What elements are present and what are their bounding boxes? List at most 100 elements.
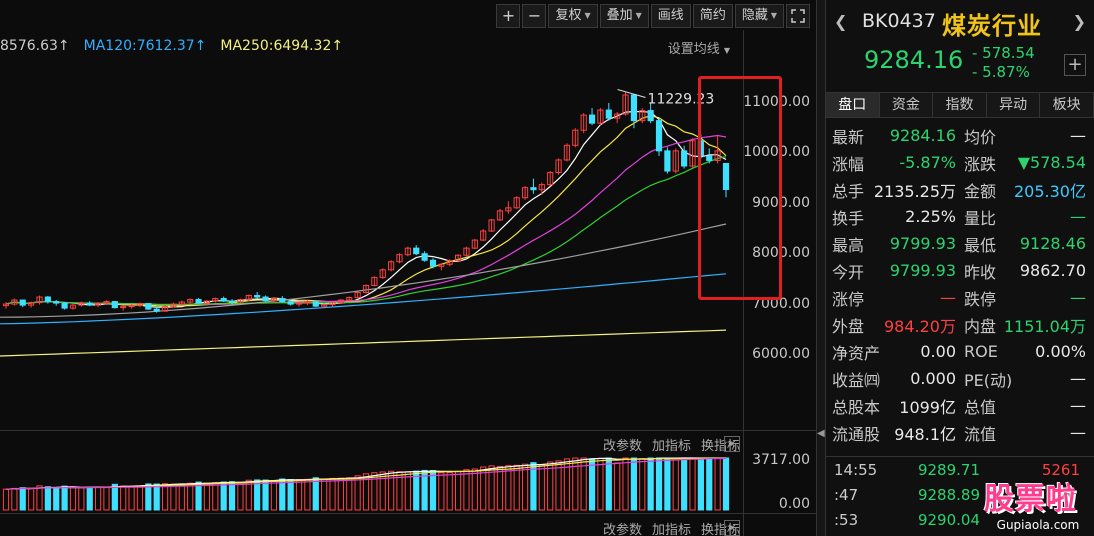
volume-bar <box>639 458 646 511</box>
switch-indicator-button[interactable]: 换指标 <box>700 439 740 454</box>
quote-value: — <box>1070 207 1086 226</box>
tab-pankou[interactable]: 盘口 <box>826 93 880 117</box>
candle-body <box>262 296 269 302</box>
volume-bar <box>605 457 612 511</box>
volume-bar <box>262 479 269 511</box>
hide-dropdown[interactable]: 隐藏 ▼ <box>734 4 784 28</box>
candle-body <box>396 254 403 263</box>
quote-row: 最高 9799.93 最低 9128.46 <box>826 230 1094 257</box>
tick-time: 14:55 <box>834 460 878 479</box>
volume-bar <box>11 487 18 511</box>
zoom-out-button[interactable]: − <box>522 4 547 28</box>
candle-body <box>94 302 102 306</box>
tab-zijin[interactable]: 资金 <box>879 93 934 117</box>
caret-down-icon: ▼ <box>723 46 730 55</box>
volume-bar <box>212 482 219 511</box>
candle-body <box>371 276 378 286</box>
tick-row: :53 9290.04 <box>826 507 1094 532</box>
volume-bar <box>421 469 428 511</box>
candle-body <box>161 306 169 312</box>
volume-bar <box>170 483 177 511</box>
close-icon[interactable]: × <box>724 436 740 452</box>
candle-body <box>195 299 202 304</box>
candlestick-plot[interactable]: 11229.23 <box>0 60 743 428</box>
quote-row: 总手 2135.25万 金额 205.30亿 <box>826 176 1094 203</box>
candle-body <box>103 301 110 304</box>
simple-mode-button[interactable]: 简约 <box>692 4 733 28</box>
quote-value: ▼578.54 <box>1017 153 1086 172</box>
volume-bar <box>178 483 185 511</box>
candle-body <box>61 302 68 309</box>
kline-chart-area[interactable]: + − 复权 ▼ 叠加 ▼ 画线 简约 隐藏 ▼ 8576.63 ↑ MA120:76… <box>0 0 816 536</box>
volume-bar <box>69 487 77 511</box>
volume-bar <box>279 478 286 511</box>
tick-list: 14:55 9289.71 5261:47 9288.89:53 9290.04 <box>826 456 1094 532</box>
collapse-arrow-icon[interactable]: ◀ <box>817 428 825 439</box>
panel-separator <box>0 513 816 514</box>
quote-value: 0.00% <box>1035 342 1086 361</box>
candle-body <box>203 300 211 304</box>
chart-toolbar: + − 复权 ▼ 叠加 ▼ 画线 简约 隐藏 ▼ <box>496 4 810 28</box>
quote-value: 9799.93 <box>889 234 956 253</box>
volume-bar <box>689 457 696 511</box>
volume-bar <box>513 464 520 511</box>
volume-bar <box>2 488 10 511</box>
volume-bar <box>120 485 127 511</box>
quote-label: 换手 <box>832 208 865 228</box>
quote-label: 涨停 <box>832 289 865 309</box>
zoom-in-button[interactable]: + <box>496 4 521 28</box>
quote-label: 昨收 <box>964 262 997 282</box>
candle-body <box>228 300 236 303</box>
volume-bar <box>672 457 679 511</box>
candle-body <box>454 254 462 262</box>
add-indicator-button[interactable]: 加指标 <box>651 523 691 536</box>
draw-line-button[interactable]: 画线 <box>650 4 691 28</box>
quote-value: 0.00 <box>920 342 956 361</box>
volume-bar <box>714 457 721 511</box>
volume-bar <box>664 457 671 511</box>
close-icon[interactable]: × <box>724 520 740 536</box>
add-indicator-button[interactable]: 加指标 <box>651 439 691 454</box>
volume-bar <box>530 462 537 511</box>
tab-bankuai[interactable]: 板块 <box>1040 93 1094 117</box>
tick-volume: 5261 <box>1041 460 1080 479</box>
quote-label: 今开 <box>832 262 865 282</box>
switch-indicator-button[interactable]: 换指标 <box>700 523 740 536</box>
expand-icon[interactable] <box>786 4 810 28</box>
price-axis-label: 6000.00 <box>752 346 810 362</box>
volume-bar <box>521 463 529 511</box>
candle-body <box>496 210 504 221</box>
quote-panel: ❮ BK0437 煤炭行业 ❯ 9284.16 - 578.54 - 5.87%… <box>826 0 1094 536</box>
add-watchlist-button[interactable]: + <box>1064 54 1086 76</box>
quote-row: 换手 2.25% 量比 — <box>826 203 1094 230</box>
ma-settings-dropdown[interactable]: 设置均线 ▼ <box>668 38 730 57</box>
quote-label: 总股本 <box>832 397 881 417</box>
volume-bar <box>480 466 487 511</box>
next-stock-icon[interactable]: ❯ <box>1072 12 1086 31</box>
price-axis-label: 10000.00 <box>743 144 810 161</box>
vol-ma20-line <box>5 457 727 490</box>
candle-body <box>237 299 244 303</box>
bottom-indicator-tools: 改参数 加指标 换指标 <box>603 519 740 536</box>
quote-row: 收益㈣ 0.000 PE(动) — <box>826 365 1094 392</box>
volume-axis-min: 0.00 <box>778 496 810 512</box>
change-params-button[interactable]: 改参数 <box>602 523 642 536</box>
ma120-line <box>0 273 727 325</box>
panel-splitter[interactable] <box>816 0 826 536</box>
quote-row: 外盘 984.20万 内盘 1151.04万 <box>826 311 1094 338</box>
candle-body <box>513 197 520 209</box>
tab-yidong[interactable]: 异动 <box>986 93 1041 117</box>
candle-body <box>220 298 227 302</box>
overlay-dropdown[interactable]: 叠加 ▼ <box>599 4 649 28</box>
change-params-button[interactable]: 改参数 <box>602 439 642 454</box>
tab-zhishu[interactable]: 指数 <box>933 93 987 117</box>
volume-bar <box>563 458 571 511</box>
tick-price: 9288.89 <box>917 485 980 504</box>
prev-stock-icon[interactable]: ❮ <box>834 12 848 31</box>
quote-value: 2.25% <box>905 207 956 226</box>
quote-label: 流值 <box>964 424 997 444</box>
volume-bar <box>128 485 135 511</box>
quote-label: ROE <box>964 342 998 361</box>
candle-body <box>388 261 395 271</box>
fuquan-dropdown[interactable]: 复权 ▼ <box>548 4 598 28</box>
